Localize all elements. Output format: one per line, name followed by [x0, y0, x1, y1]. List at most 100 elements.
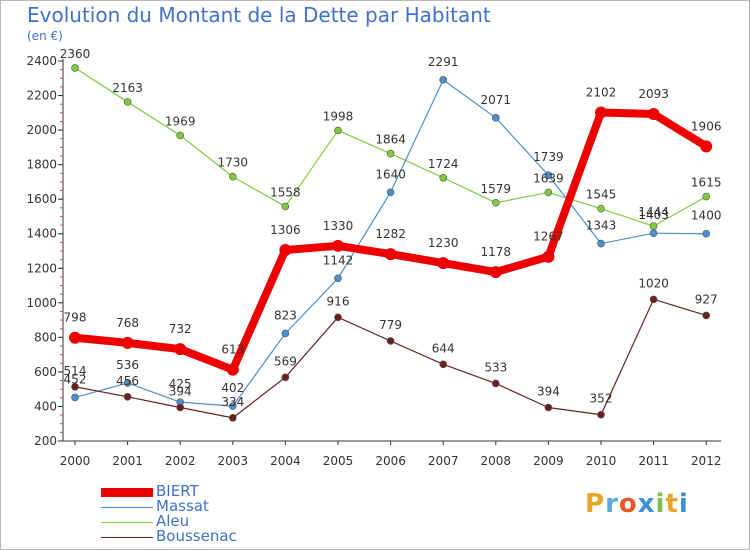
data-point-aleu — [229, 172, 237, 181]
legend-swatch-boussenac — [101, 537, 153, 538]
legend-label-biert: BIERT — [156, 482, 199, 500]
data-label-massat: 823 — [274, 308, 297, 322]
x-tick-label: 2010 — [586, 454, 617, 468]
data-label-boussenac: 352 — [590, 392, 613, 406]
logo-letter: r — [605, 489, 619, 519]
data-point-aleu — [386, 149, 395, 158]
data-point-massat — [544, 171, 553, 179]
data-label-aleu: 1998 — [323, 109, 354, 123]
data-point-biert — [121, 336, 134, 349]
data-label-biert: 768 — [116, 316, 139, 330]
data-point-massat — [281, 329, 290, 338]
chart-unit: (en €) — [27, 29, 63, 43]
data-label-biert: 1282 — [375, 227, 406, 241]
y-tick-label: 600 — [34, 365, 57, 379]
data-label-aleu: 1639 — [533, 171, 564, 185]
x-tick-label: 2005 — [323, 454, 354, 468]
x-tick-label: 2002 — [165, 454, 196, 468]
data-point-boussenac — [649, 295, 658, 304]
data-label-boussenac: 779 — [379, 318, 402, 332]
legend-label-aleu: Aleu — [156, 512, 190, 530]
data-label-biert: 1178 — [481, 245, 512, 259]
data-point-aleu — [123, 98, 132, 106]
x-tick-label: 2006 — [375, 454, 406, 468]
data-point-boussenac — [123, 392, 132, 401]
data-label-massat: 536 — [116, 358, 139, 372]
data-point-aleu — [71, 64, 79, 72]
data-label-boussenac: 456 — [116, 374, 139, 388]
data-point-biert — [384, 248, 397, 261]
x-tick-label: 2012 — [691, 454, 722, 468]
data-point-aleu — [597, 204, 605, 213]
data-label-boussenac: 394 — [169, 384, 192, 398]
data-point-massat — [71, 393, 79, 402]
x-tick-label: 2008 — [481, 454, 512, 468]
data-label-biert: 2093 — [638, 87, 669, 101]
y-tick-label: 800 — [34, 330, 57, 344]
data-point-aleu — [439, 173, 448, 182]
legend-label-boussenac: Boussenac — [156, 527, 237, 545]
data-label-boussenac: 533 — [484, 360, 507, 374]
x-tick-label: 2003 — [218, 454, 249, 468]
data-label-aleu: 1969 — [165, 114, 196, 128]
data-point-boussenac — [71, 382, 79, 391]
logo-letter: x — [637, 489, 656, 519]
data-point-boussenac — [386, 337, 395, 345]
data-label-boussenac: 514 — [64, 364, 87, 378]
data-point-massat — [491, 114, 500, 122]
data-label-massat: 1403 — [638, 208, 669, 222]
data-point-biert — [226, 363, 239, 376]
data-point-biert — [647, 108, 660, 121]
data-label-boussenac: 394 — [537, 384, 560, 398]
data-point-massat — [386, 188, 395, 197]
data-label-boussenac: 334 — [221, 395, 244, 409]
data-label-massat: 452 — [64, 372, 87, 386]
data-label-aleu: 1444 — [638, 205, 669, 219]
legend-swatch-aleu — [101, 522, 153, 523]
data-label-aleu: 1558 — [270, 185, 301, 199]
chart-title: Evolution du Montant de la Dette par Hab… — [27, 3, 491, 27]
data-label-biert: 798 — [64, 311, 87, 325]
y-tick-label: 2200 — [26, 89, 57, 103]
data-point-boussenac — [597, 410, 605, 419]
data-point-boussenac — [439, 360, 448, 369]
y-tick-label: 1800 — [26, 158, 57, 172]
data-label-massat: 1640 — [375, 167, 406, 181]
data-point-aleu — [491, 199, 500, 207]
data-label-biert: 613 — [221, 343, 244, 357]
data-point-aleu — [334, 126, 342, 135]
proxiti-logo: Proxiti — [585, 489, 689, 519]
data-label-aleu: 1730 — [218, 156, 249, 170]
x-tick-label: 2001 — [112, 454, 143, 468]
data-point-biert — [332, 239, 344, 252]
data-point-massat — [649, 229, 658, 238]
data-label-biert: 732 — [169, 322, 192, 336]
data-label-biert: 1906 — [691, 119, 722, 133]
data-label-aleu: 1724 — [428, 157, 459, 171]
legend-label-massat: Massat — [156, 497, 209, 515]
data-point-aleu — [176, 131, 184, 140]
data-point-boussenac — [702, 311, 711, 320]
data-point-biert — [437, 257, 450, 270]
data-label-boussenac: 644 — [432, 341, 455, 355]
data-label-massat: 2291 — [428, 55, 459, 69]
data-label-boussenac: 927 — [695, 292, 718, 306]
x-tick-label: 2009 — [533, 454, 564, 468]
data-label-biert: 2102 — [586, 85, 617, 99]
x-tick-label: 2007 — [428, 454, 459, 468]
legend-swatch-biert — [101, 488, 153, 497]
data-point-massat — [597, 239, 605, 248]
logo-letter: P — [585, 489, 606, 519]
data-point-massat — [334, 274, 342, 283]
data-label-biert: 1330 — [323, 219, 354, 233]
data-point-biert — [279, 243, 292, 256]
data-label-massat: 2071 — [481, 93, 512, 107]
data-point-massat — [123, 379, 132, 387]
data-point-boussenac — [176, 403, 184, 412]
y-tick-label: 2000 — [26, 123, 57, 137]
data-point-biert — [542, 250, 555, 263]
data-point-boussenac — [334, 313, 342, 322]
data-label-massat: 1142 — [323, 253, 354, 267]
